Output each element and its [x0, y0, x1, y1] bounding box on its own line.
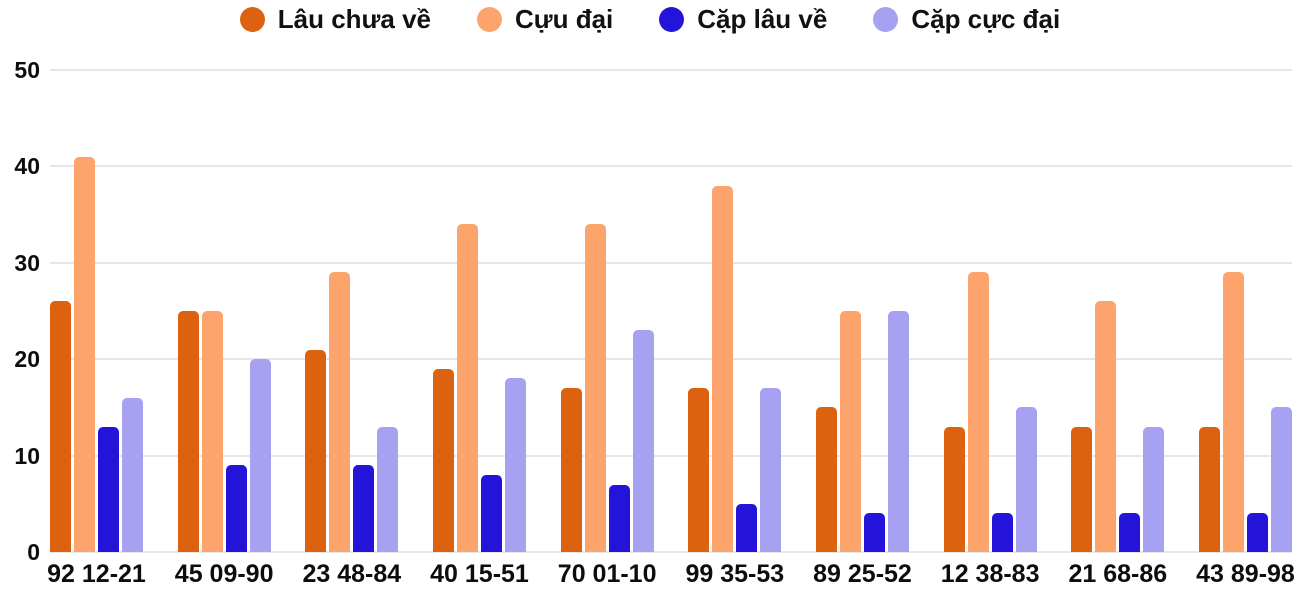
bar-group-8: [1071, 70, 1165, 552]
y-axis-tick-20: 20: [14, 346, 40, 373]
bar-s1-g1: [201, 311, 223, 552]
bar-s2-g6: [864, 513, 885, 552]
bar-s1-g8: [1095, 301, 1117, 552]
bar-s3-g0: [122, 397, 143, 552]
bar-s3-g2: [377, 426, 399, 552]
legend-label: Lâu chưa về: [277, 4, 431, 34]
bar-s1-g2: [329, 272, 351, 552]
x-axis-label-6: 89 25-52: [813, 560, 912, 588]
legend-dot-icon: [239, 7, 265, 32]
bar-s3-g3: [505, 378, 526, 552]
legend-dot-icon: [477, 7, 502, 32]
bar-s0-g6: [816, 407, 837, 552]
bar-s0-g3: [433, 368, 454, 552]
bar-s1-g9: [1223, 272, 1244, 552]
bar-s3-g6: [888, 311, 909, 552]
gridline-y0: [50, 551, 1292, 553]
bar-s2-g8: [1119, 513, 1141, 552]
legend-dot-icon: [659, 7, 685, 32]
bar-s0-g1: [177, 311, 199, 552]
bar-s2-g7: [991, 513, 1013, 552]
gridline-y40: [50, 165, 1292, 168]
bar-s1-g3: [457, 224, 478, 552]
x-axis-label-5: 99 35-53: [685, 560, 785, 588]
bar-s3-g7: [1015, 407, 1037, 552]
bar-group-6: [816, 70, 909, 552]
legend-item-1[interactable]: Cựu đại: [477, 4, 613, 35]
bar-group-3: [433, 70, 526, 552]
bar-s2-g5: [736, 503, 758, 552]
y-axis-tick-30: 30: [14, 249, 40, 276]
legend-item-3[interactable]: Cặp cực đại: [873, 4, 1060, 35]
bar-s1-g6: [840, 311, 861, 552]
bar-s2-g4: [608, 484, 630, 552]
bar-s3-g4: [632, 330, 654, 552]
x-axis-label-8: 21 68-86: [1068, 560, 1168, 588]
gridline-y20: [50, 358, 1292, 361]
bar-s1-g7: [967, 272, 989, 552]
bar-s3-g8: [1143, 426, 1165, 552]
chart-legend: Lâu chưa về Cựu đại Cặp lâu về Cặp cực đại: [0, 4, 1300, 35]
y-axis-tick-10: 10: [14, 442, 40, 469]
gridline-y10: [50, 454, 1292, 457]
y-axis-tick-40: 40: [14, 153, 40, 180]
bar-group-2: [305, 70, 399, 552]
bar-s0-g0: [50, 301, 71, 552]
bar-s1-g0: [74, 156, 95, 552]
bar-s2-g0: [98, 426, 119, 552]
y-axis-tick-0: 0: [27, 539, 40, 565]
bar-s0-g8: [1071, 426, 1093, 552]
x-axis-label-9: 43 89-98: [1196, 560, 1295, 588]
bar-group-9: [1199, 70, 1292, 552]
gridline-y50: [50, 69, 1292, 71]
bar-group-5: [688, 70, 782, 552]
bar-group-4: [560, 70, 654, 552]
x-axis-label-0: 92 12-21: [47, 560, 146, 588]
bar-s3-g5: [760, 388, 782, 552]
bar-s0-g2: [305, 349, 327, 552]
bar-group-7: [943, 70, 1037, 552]
legend-item-2[interactable]: Cặp lâu về: [659, 4, 827, 35]
legend-label: Cựu đại: [515, 4, 614, 34]
bar-s2-g3: [481, 474, 502, 552]
bar-s0-g9: [1199, 426, 1220, 552]
bar-group-1: [177, 70, 271, 552]
bar-s2-g9: [1247, 513, 1268, 552]
bar-group-0: [50, 70, 143, 552]
legend-item-0[interactable]: Lâu chưa về: [239, 4, 431, 35]
y-axis-tick-50: 50: [14, 57, 40, 83]
bar-s3-g1: [249, 359, 271, 552]
bar-s0-g5: [688, 388, 710, 552]
bar-s3-g9: [1271, 407, 1292, 552]
legend-label: Cặp lâu về: [697, 4, 828, 34]
x-axis-label-2: 23 48-84: [302, 560, 402, 588]
bar-s1-g4: [584, 224, 606, 552]
x-axis-label-3: 40 15-51: [430, 560, 529, 588]
x-axis-label-4: 70 01-10: [557, 560, 657, 588]
legend-dot-icon: [873, 7, 899, 32]
bar-s2-g1: [225, 465, 247, 552]
legend-label: Cặp cực đại: [911, 4, 1061, 34]
bar-s2-g2: [353, 465, 375, 552]
x-axis-label-7: 12 38-83: [940, 560, 1040, 588]
bar-s0-g7: [943, 426, 965, 552]
gridline-y30: [50, 261, 1292, 264]
bar-s1-g5: [712, 185, 734, 552]
x-axis-label-1: 45 09-90: [174, 560, 274, 588]
bar-s0-g4: [560, 388, 582, 552]
